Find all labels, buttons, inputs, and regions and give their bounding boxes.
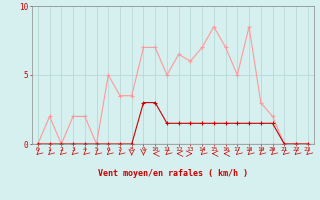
X-axis label: Vent moyen/en rafales ( km/h ): Vent moyen/en rafales ( km/h ) bbox=[98, 169, 248, 178]
